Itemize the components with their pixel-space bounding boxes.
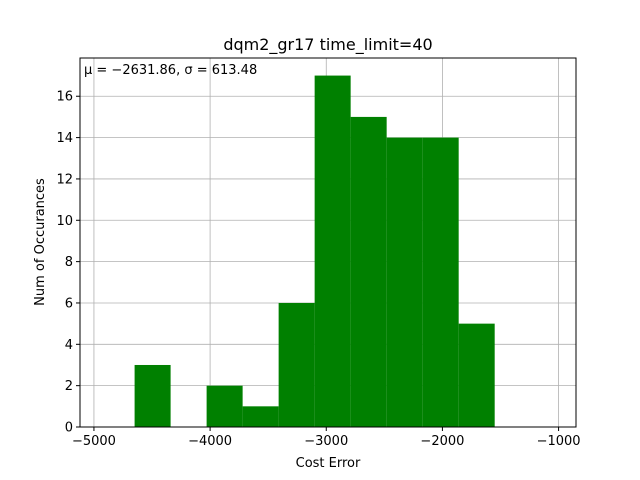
x-tick-label: −3000	[304, 434, 348, 449]
y-tick-label: 12	[56, 172, 73, 187]
x-tick-label: −2000	[420, 434, 464, 449]
y-tick-label: 16	[56, 90, 73, 105]
axis-ticks: −5000 −4000 −3000 −2000 −1000 0 2 4 6 8 10 12 14 16	[56, 90, 580, 449]
histogram-bar	[206, 385, 243, 427]
y-tick-label: 4	[65, 338, 73, 353]
chart-title: dqm2_gr17 time_limit=40	[223, 35, 432, 55]
y-axis-label: Num of Occurances	[33, 178, 48, 306]
x-tick-label: −1000	[537, 434, 581, 449]
y-tick-label: 2	[65, 379, 73, 394]
plot-frame	[79, 57, 577, 428]
histogram-bar	[278, 302, 315, 427]
histogram-bars	[134, 75, 495, 428]
stats-annotation: μ = −2631.86, σ = 613.48	[84, 63, 257, 78]
y-tick-label: 8	[65, 255, 73, 270]
histogram-bar	[242, 406, 279, 427]
histogram-bar	[350, 116, 387, 428]
histogram-bar	[386, 137, 423, 427]
y-tick-label: 0	[65, 421, 73, 436]
y-tick-label: 6	[65, 296, 73, 311]
y-tick-label: 10	[56, 214, 73, 229]
histogram-bar	[314, 75, 351, 428]
histogram-bar	[422, 137, 459, 427]
x-tick-label: −5000	[72, 434, 116, 449]
y-tick-label: 14	[56, 131, 73, 146]
histogram-bar	[134, 364, 171, 427]
histogram-bar	[458, 323, 495, 427]
x-axis-label: Cost Error	[296, 456, 361, 471]
x-tick-label: −4000	[188, 434, 232, 449]
